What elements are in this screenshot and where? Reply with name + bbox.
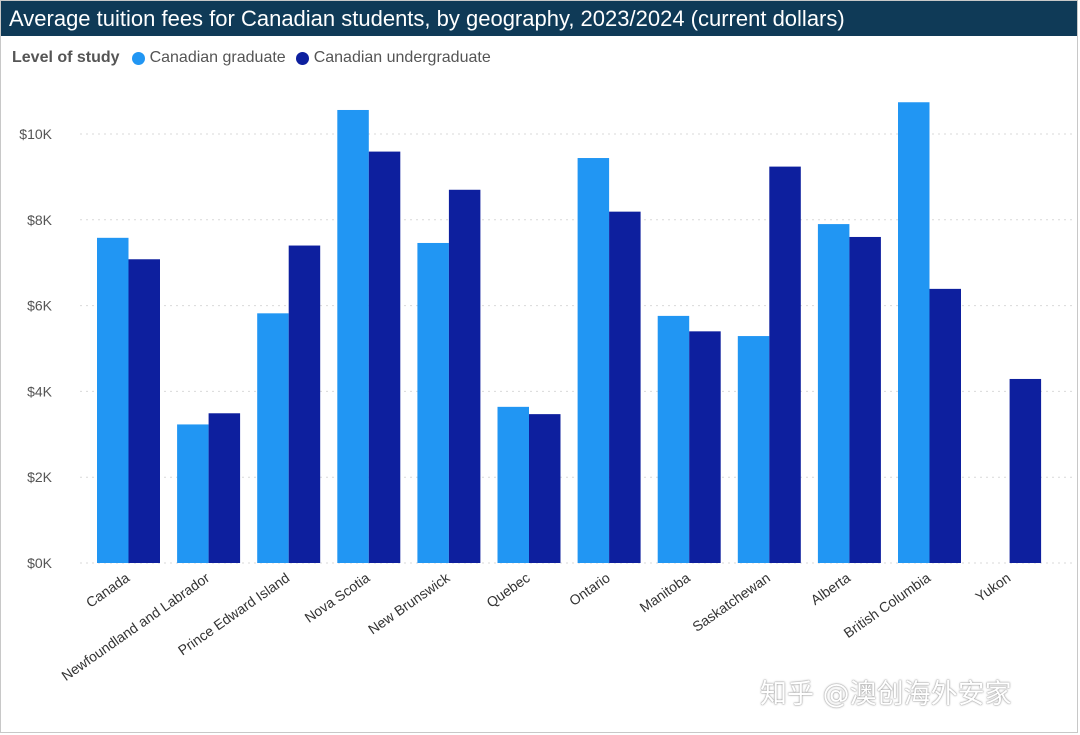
legend-swatch-undergraduate (295, 51, 309, 65)
bar-undergraduate-newfoundland-and-labrador[interactable] (208, 413, 241, 563)
x-tick-label: Ontario (566, 569, 613, 609)
bar-undergraduate-manitoba[interactable] (689, 331, 721, 563)
watermark: 知乎 @澳创海外安家 (760, 679, 1012, 710)
y-tick-label: $4K (27, 383, 53, 399)
bar-undergraduate-new-brunswick[interactable] (448, 189, 481, 563)
legend-item-undergraduate[interactable]: Canadian undergraduate (295, 49, 491, 67)
y-tick-label: $2K (27, 469, 53, 485)
bar-graduate-ontario[interactable] (577, 158, 610, 564)
bar-undergraduate-british-columbia[interactable] (929, 288, 962, 563)
bar-graduate-canada[interactable] (97, 237, 129, 563)
legend-swatch-graduate (131, 51, 145, 65)
bar-undergraduate-yukon[interactable] (1009, 378, 1042, 563)
bar-undergraduate-ontario[interactable] (609, 211, 641, 564)
legend: Level of study Canadian graduate Canadia… (12, 46, 501, 70)
bar-graduate-prince-edward-island[interactable] (257, 313, 289, 563)
x-tick-label: Saskatchewan (689, 569, 773, 634)
x-tick-label: British Columbia (841, 569, 934, 641)
bar-graduate-newfoundland-and-labrador[interactable] (177, 424, 209, 563)
x-tick-label: Nova Scotia (302, 569, 373, 626)
bar-graduate-manitoba[interactable] (657, 315, 690, 563)
bar-graduate-saskatchewan[interactable] (737, 336, 770, 563)
x-tick-label: Alberta (808, 569, 854, 608)
bar-undergraduate-prince-edward-island[interactable] (288, 245, 321, 564)
bar-graduate-alberta[interactable] (817, 224, 850, 563)
x-tick-label: Yukon (972, 569, 1013, 604)
bar-graduate-british-columbia[interactable] (898, 102, 930, 563)
y-tick-label: $6K (27, 298, 53, 314)
x-tick-label: New Brunswick (365, 569, 453, 638)
legend-item-graduate[interactable]: Canadian graduate (131, 49, 286, 67)
y-tick-label: $0K (27, 555, 53, 571)
x-tick-label: Canada (83, 569, 133, 610)
x-tick-label: Newfoundland and Labrador (58, 569, 212, 684)
legend-label-undergraduate: Canadian undergraduate (313, 49, 491, 66)
bar-undergraduate-alberta[interactable] (849, 236, 881, 563)
legend-title: Level of study (12, 49, 120, 66)
bar-graduate-quebec[interactable] (497, 406, 530, 563)
chart-title: Average tuition fees for Canadian studen… (1, 1, 1077, 36)
bar-graduate-new-brunswick[interactable] (417, 242, 449, 563)
bar-undergraduate-saskatchewan[interactable] (769, 166, 801, 563)
x-tick-label: Manitoba (637, 569, 694, 615)
y-tick-label: $8K (27, 212, 53, 228)
bar-undergraduate-canada[interactable] (128, 259, 161, 563)
bar-undergraduate-nova-scotia[interactable] (368, 151, 401, 564)
bar-graduate-nova-scotia[interactable] (337, 109, 369, 563)
legend-label-graduate: Canadian graduate (149, 49, 286, 66)
y-tick-label: $10K (19, 126, 52, 142)
x-tick-label: Quebec (483, 569, 532, 610)
bar-undergraduate-quebec[interactable] (529, 414, 561, 563)
